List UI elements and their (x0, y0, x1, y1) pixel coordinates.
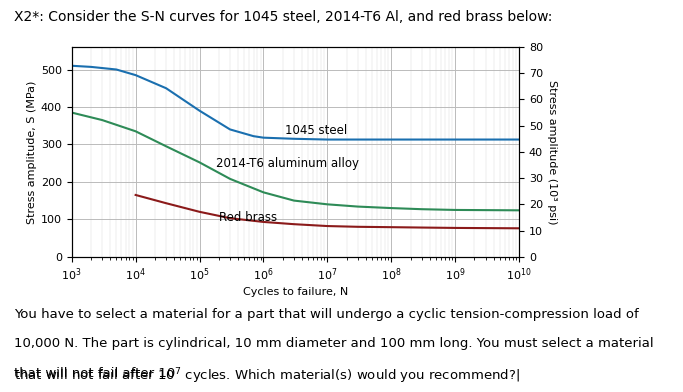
Text: that will not fail after 10$^{7}$ cycles. Which material(s) would you recommend?: that will not fail after 10$^{7}$ cycles… (14, 367, 520, 386)
Text: Red brass: Red brass (219, 211, 277, 224)
Text: X2*: Consider the S-N curves for 1045 steel, 2014-T6 Al, and red brass below:: X2*: Consider the S-N curves for 1045 st… (14, 10, 552, 24)
X-axis label: Cycles to failure, N: Cycles to failure, N (242, 287, 348, 297)
Text: 2014-T6 aluminum alloy: 2014-T6 aluminum alloy (216, 157, 359, 170)
Text: that will not fail after 10: that will not fail after 10 (14, 367, 175, 379)
Text: 1045 steel: 1045 steel (285, 124, 348, 137)
Text: You have to select a material for a part that will undergo a cyclic tension-comp: You have to select a material for a part… (14, 308, 639, 321)
Y-axis label: Stress amplitude (10³ psi): Stress amplitude (10³ psi) (547, 80, 557, 224)
Text: 10,000 N. The part is cylindrical, 10 mm diameter and 100 mm long. You must sele: 10,000 N. The part is cylindrical, 10 mm… (14, 337, 653, 350)
Y-axis label: Stress amplitude, S (MPa): Stress amplitude, S (MPa) (27, 80, 37, 223)
